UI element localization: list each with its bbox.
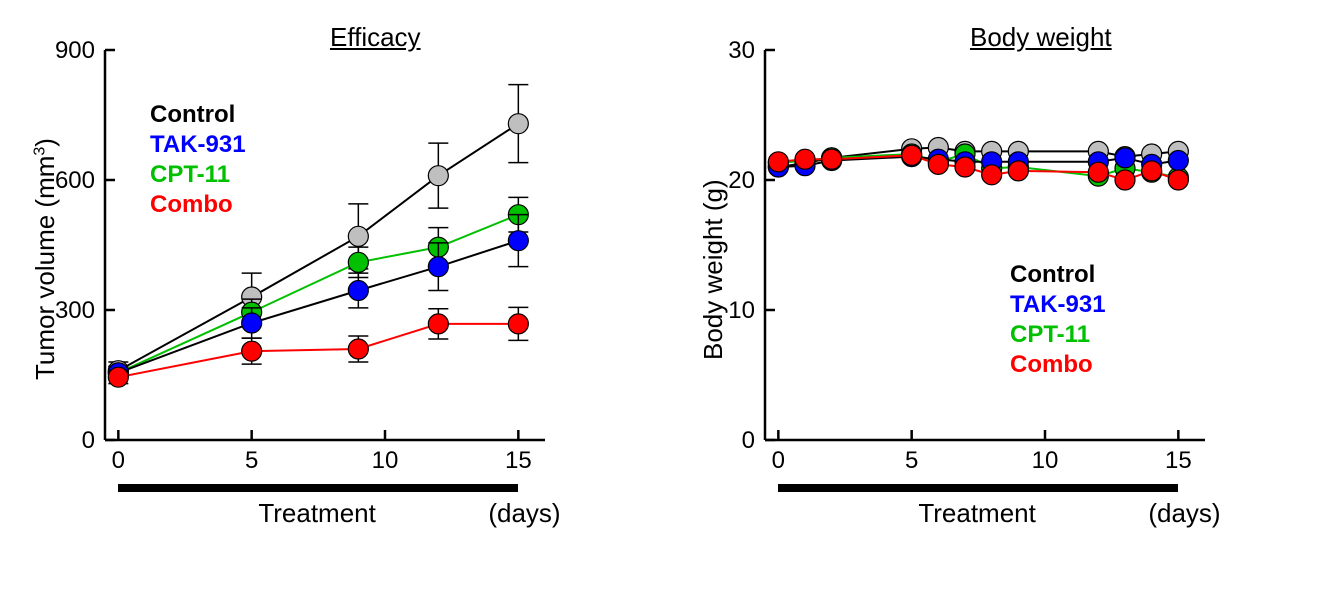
plot-efficacy: 0300600900051015 (20, 20, 580, 500)
treatment-bar-efficacy (118, 484, 518, 492)
days-label-efficacy: (days) (488, 498, 560, 529)
legend-row-control: Control (150, 100, 246, 130)
figure-row: Efficacy Tumor volume (mm3) 030060090005… (20, 20, 1308, 500)
title-bodyweight: Body weight (970, 22, 1112, 53)
xlabel-efficacy: Treatment (258, 498, 376, 529)
svg-text:5: 5 (905, 447, 918, 474)
ylabel-efficacy: Tumor volume (mm3) (30, 138, 61, 380)
svg-text:15: 15 (1165, 447, 1192, 474)
legend-row-control: Control (1010, 260, 1106, 290)
legend-bodyweight: ControlTAK-931CPT-11Combo (1010, 260, 1106, 380)
xlabel-bodyweight: Treatment (918, 498, 1036, 529)
panel-bodyweight: Body weight Body weight (g) 0 10 20 30 0 5 10 1… (680, 20, 1300, 500)
legend-row-cpt11: CPT-11 (1010, 320, 1106, 350)
title-efficacy: Efficacy (330, 22, 421, 53)
legend-row-combo: Combo (150, 190, 246, 220)
days-label-bodyweight: (days) (1148, 498, 1220, 529)
svg-text:900: 900 (55, 37, 95, 64)
svg-text:30: 30 (728, 37, 755, 64)
legend-row-cpt11: CPT-11 (150, 160, 246, 190)
legend-row-tak931: TAK-931 (1010, 290, 1106, 320)
svg-text:0: 0 (772, 447, 785, 474)
ylabel-bodyweight: Body weight (g) (698, 179, 729, 360)
svg-text:5: 5 (245, 447, 258, 474)
legend-row-combo: Combo (1010, 350, 1106, 380)
legend-row-tak931: TAK-931 (150, 130, 246, 160)
legend-efficacy: ControlTAK-931CPT-11Combo (150, 100, 246, 220)
svg-text:10: 10 (728, 297, 755, 324)
plot-bodyweight: 0 10 20 30 0 5 10 15 (680, 20, 1240, 500)
panel-efficacy: Efficacy Tumor volume (mm3) 030060090005… (20, 20, 640, 500)
treatment-bar-bodyweight (778, 484, 1178, 492)
svg-text:0: 0 (112, 447, 125, 474)
svg-text:0: 0 (82, 427, 95, 454)
svg-text:10: 10 (1032, 447, 1059, 474)
svg-text:10: 10 (372, 447, 399, 474)
svg-text:20: 20 (728, 167, 755, 194)
svg-text:15: 15 (505, 447, 532, 474)
svg-text:0: 0 (742, 427, 755, 454)
